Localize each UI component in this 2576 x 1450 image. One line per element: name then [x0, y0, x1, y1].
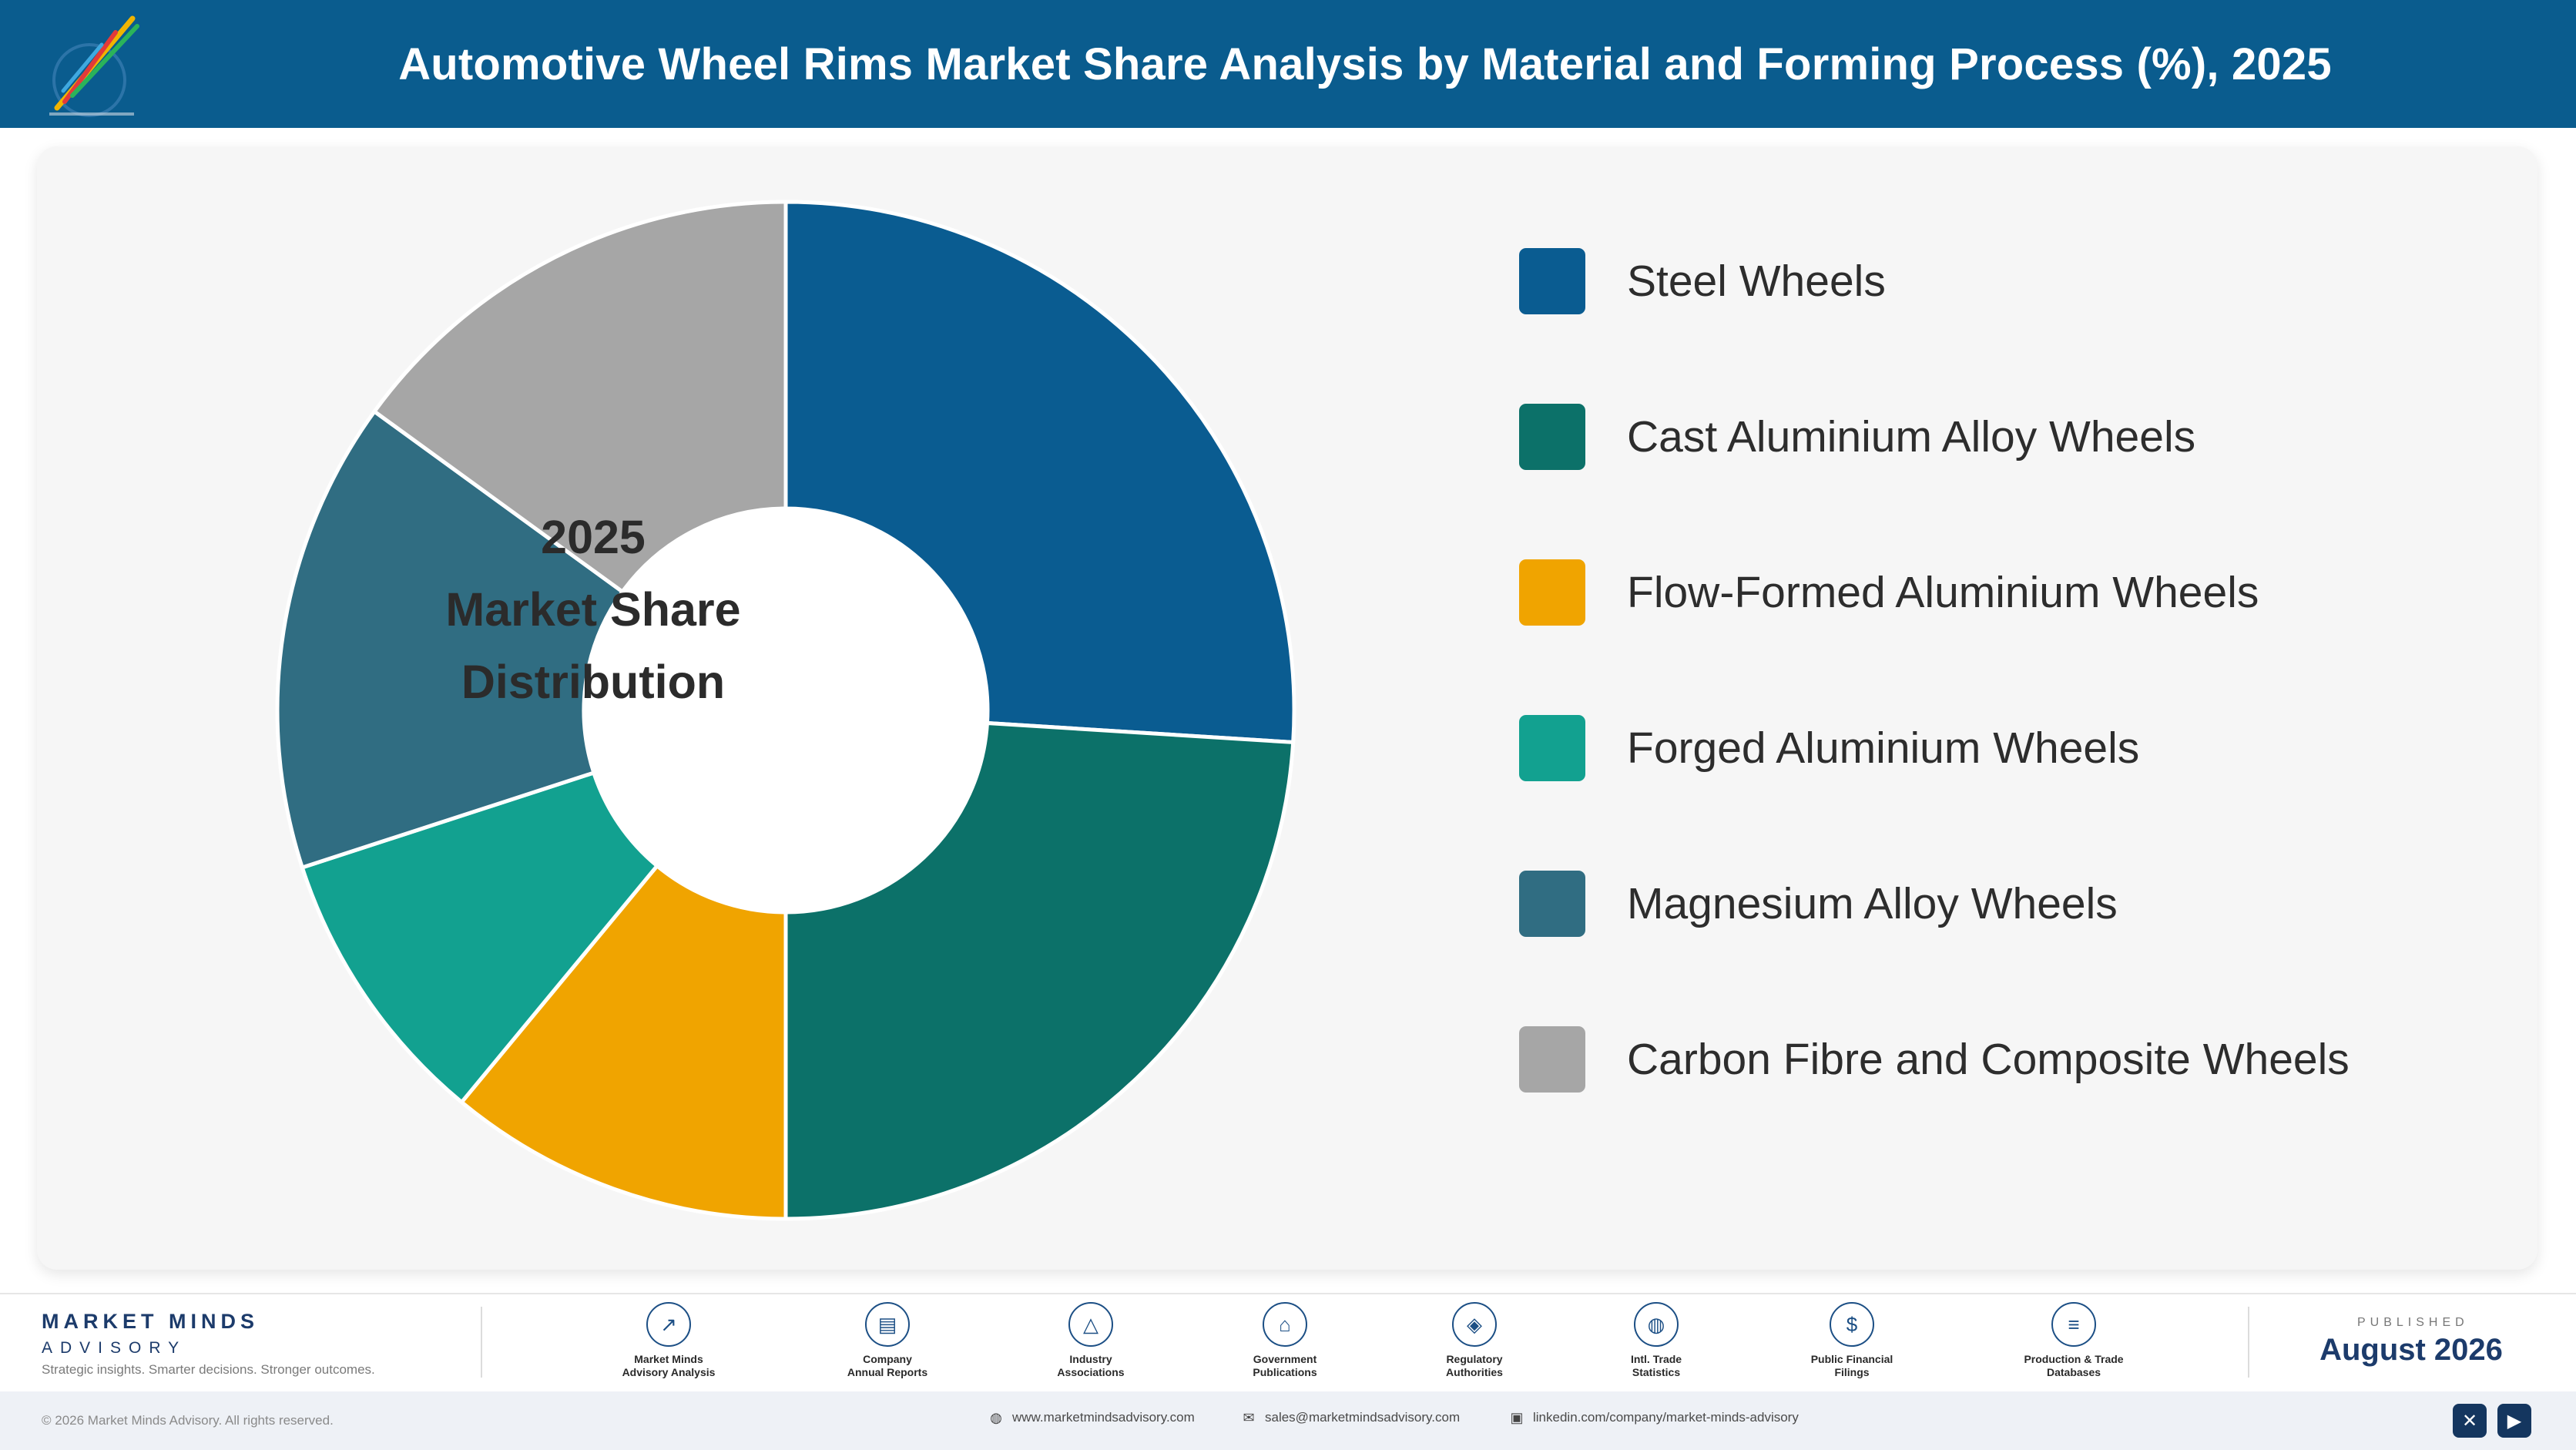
linkedin-link[interactable]: ▣ linkedin.com/company/market-minds-advi… — [1510, 1410, 1799, 1425]
youtube-icon: ▶ — [2507, 1410, 2522, 1432]
legend-item: Flow-Formed Aluminium Wheels — [1519, 559, 2259, 626]
website-link[interactable]: ◍ www.marketmindsadvisory.com — [989, 1410, 1195, 1425]
legend-swatch — [1519, 1026, 1585, 1093]
source-label-line-2: Statistics — [1632, 1366, 1681, 1378]
legend-swatch — [1519, 871, 1585, 937]
legend-swatch — [1519, 715, 1585, 781]
source-item: ≡ Production & Trade Databases — [1989, 1302, 2158, 1379]
linkedin-text: linkedin.com/company/market-minds-adviso… — [1533, 1410, 1799, 1425]
brand-tagline: Strategic insights. Smarter decisions. S… — [42, 1362, 375, 1377]
source-label: Public Financial Filings — [1767, 1353, 1937, 1379]
shield-check-icon: ◈ — [1452, 1302, 1497, 1347]
legend-item: Magnesium Alloy Wheels — [1519, 871, 2118, 937]
source-item: ▤ Company Annual Reports — [803, 1302, 972, 1379]
brand-subtitle: ADVISORY — [42, 1339, 187, 1357]
legend-label: Carbon Fibre and Composite Wheels — [1627, 1035, 2350, 1084]
source-label-line-2: Associations — [1057, 1366, 1125, 1378]
page-title: Automotive Wheel Rims Market Share Analy… — [398, 39, 2332, 89]
source-label: Regulatory Authorities — [1390, 1353, 1559, 1379]
source-item: ◍ Intl. Trade Statistics — [1571, 1302, 1741, 1379]
legend-item: Steel Wheels — [1519, 248, 1886, 314]
source-label: Production & Trade Databases — [1989, 1353, 2158, 1379]
published-label: PUBLISHED — [2357, 1316, 2469, 1329]
source-item: $ Public Financial Filings — [1767, 1302, 1937, 1379]
email-text: sales@marketmindsadvisory.com — [1265, 1410, 1461, 1425]
legend-item: Forged Aluminium Wheels — [1519, 715, 2139, 781]
source-item: ◈ Regulatory Authorities — [1390, 1302, 1559, 1379]
published-date: August 2026 — [2319, 1333, 2503, 1367]
database-icon: ≡ — [2051, 1302, 2096, 1347]
legend-swatch — [1519, 248, 1585, 314]
globe-icon: ◍ — [1634, 1302, 1679, 1347]
source-label-line-2: Databases — [2046, 1366, 2101, 1378]
company-logo-icon — [49, 15, 139, 117]
legend-label: Magnesium Alloy Wheels — [1627, 879, 2118, 928]
network-icon: △ — [1068, 1302, 1113, 1347]
source-label-line-1: Regulatory — [1446, 1353, 1503, 1365]
legend-item: Cast Aluminium Alloy Wheels — [1519, 404, 2195, 470]
source-item: ↗ Market Minds Advisory Analysis — [584, 1302, 753, 1379]
center-label-line-3: Distribution — [461, 656, 726, 708]
dollar-coin-icon: $ — [1830, 1302, 1874, 1347]
legend-label: Steel Wheels — [1627, 257, 1886, 306]
center-label-line-2: Market Share — [445, 583, 741, 636]
source-label-line-1: Industry — [1069, 1353, 1112, 1365]
footer-divider — [481, 1307, 482, 1378]
globe-icon: ◍ — [990, 1410, 1002, 1425]
source-label-line-2: Advisory Analysis — [622, 1366, 716, 1378]
center-label-line-1: 2025 — [541, 511, 646, 563]
source-item: △ Industry Associations — [1006, 1302, 1176, 1379]
source-label-line-1: Market Minds — [634, 1353, 703, 1365]
trend-chart-icon: ↗ — [646, 1302, 691, 1347]
footer-divider — [2248, 1307, 2249, 1378]
source-label-line-2: Annual Reports — [847, 1366, 928, 1378]
x-social-button[interactable]: ✕ — [2453, 1404, 2487, 1438]
brand-name: MARKET MINDS — [42, 1310, 259, 1333]
legend-label: Forged Aluminium Wheels — [1627, 723, 2140, 773]
x-icon: ✕ — [2461, 1410, 2478, 1432]
linkedin-icon: ▣ — [1510, 1410, 1524, 1425]
source-label: Government Publications — [1200, 1353, 1370, 1379]
footer-contact-bar — [0, 1391, 2576, 1450]
copyright-text: © 2026 Market Minds Advisory. All rights… — [42, 1413, 334, 1428]
donut-hole — [584, 509, 988, 912]
source-label: Industry Associations — [1006, 1353, 1176, 1379]
source-label-line-1: Production & Trade — [2024, 1353, 2124, 1365]
government-building-icon: ⌂ — [1263, 1302, 1307, 1347]
source-label-line-1: Public Financial — [1810, 1353, 1893, 1365]
email-link[interactable]: ✉ sales@marketmindsadvisory.com — [1242, 1410, 1460, 1425]
source-label: Market Minds Advisory Analysis — [584, 1353, 753, 1379]
source-label-line-2: Authorities — [1446, 1366, 1503, 1378]
source-item: ⌂ Government Publications — [1200, 1302, 1370, 1379]
source-label-line-1: Government — [1253, 1353, 1317, 1365]
source-label-line-2: Publications — [1253, 1366, 1317, 1378]
legend-swatch — [1519, 404, 1585, 470]
mail-icon: ✉ — [1243, 1410, 1255, 1425]
youtube-social-button[interactable]: ▶ — [2497, 1404, 2531, 1438]
donut-center-label: 2025 Market Share Distribution — [401, 501, 786, 718]
legend-swatch — [1519, 559, 1585, 626]
legend-label: Flow-Formed Aluminium Wheels — [1627, 568, 2259, 617]
source-label-line-1: Company — [863, 1353, 912, 1365]
source-label: Company Annual Reports — [803, 1353, 972, 1379]
legend-label: Cast Aluminium Alloy Wheels — [1627, 412, 2196, 462]
header-bar: Automotive Wheel Rims Market Share Analy… — [0, 0, 2576, 128]
document-icon: ▤ — [865, 1302, 910, 1347]
website-text: www.marketmindsadvisory.com — [1012, 1410, 1195, 1425]
legend-item: Carbon Fibre and Composite Wheels — [1519, 1026, 2350, 1093]
source-label: Intl. Trade Statistics — [1571, 1353, 1741, 1379]
source-label-line-2: Filings — [1834, 1366, 1870, 1378]
source-label-line-1: Intl. Trade — [1630, 1353, 1682, 1365]
